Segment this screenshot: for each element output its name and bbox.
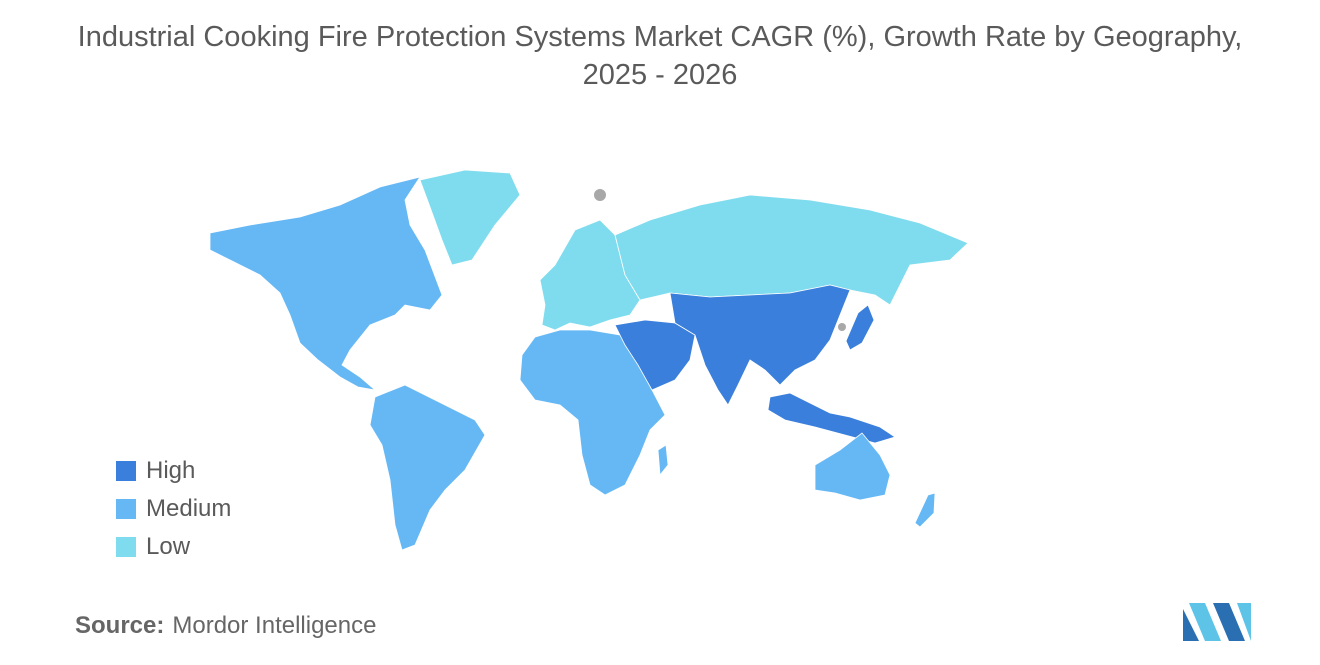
legend-label-medium: Medium xyxy=(146,495,232,522)
region-japan xyxy=(845,304,875,351)
region-middle-east xyxy=(614,319,696,391)
legend-label-low: Low xyxy=(146,533,191,560)
mordor-logo xyxy=(1183,603,1251,641)
legend-item-high: High xyxy=(116,452,231,490)
title-line-2: 2025 - 2026 xyxy=(582,59,738,91)
region-new-zealand xyxy=(914,492,936,528)
source-label: Source: xyxy=(75,612,165,639)
region-russia xyxy=(614,194,969,306)
legend-swatch-low xyxy=(116,537,136,557)
chart-title: Industrial Cooking Fire Protection Syste… xyxy=(0,18,1320,94)
region-madagascar xyxy=(657,444,669,477)
region-asia xyxy=(669,284,851,406)
legend-item-low: Low xyxy=(116,528,231,566)
title-line-1: Industrial Cooking Fire Protection Syste… xyxy=(77,21,1243,53)
region-australia xyxy=(814,432,891,501)
region-southeast-asia xyxy=(767,392,896,444)
legend-label-high: High xyxy=(146,457,196,484)
source-value: Mordor Intelligence xyxy=(172,612,377,639)
region-south-america xyxy=(369,384,486,551)
world-map xyxy=(209,169,969,551)
source-note: Source: Mordor Intelligence xyxy=(75,612,376,640)
legend-swatch-medium xyxy=(116,499,136,519)
legend-item-medium: Medium xyxy=(116,490,231,528)
legend: High Medium Low xyxy=(116,452,231,566)
no-data-korea xyxy=(838,323,846,331)
region-greenland xyxy=(419,169,521,266)
no-data-svalbard xyxy=(594,189,606,201)
legend-swatch-high xyxy=(116,461,136,481)
region-north-america xyxy=(209,176,443,391)
